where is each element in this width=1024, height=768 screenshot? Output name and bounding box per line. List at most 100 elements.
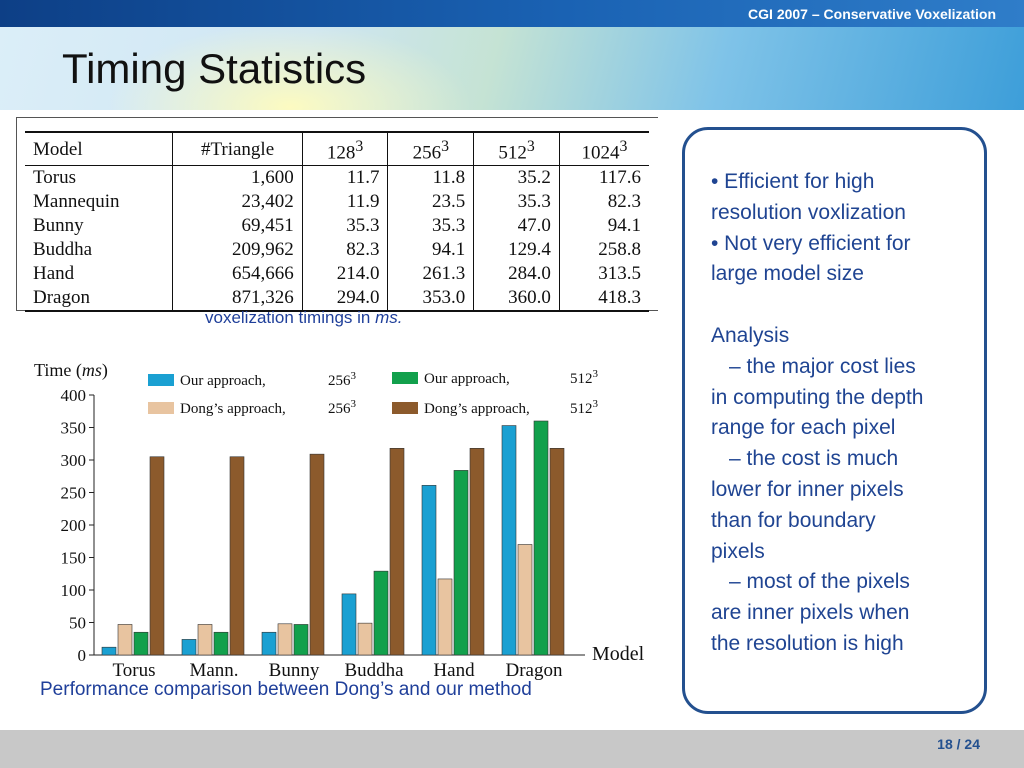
bar-dragon-0 — [501, 425, 517, 656]
table-caption: voxelization timings in ms. — [205, 308, 403, 327]
table-header-row: Model #Triangle 1283 2563 5123 10243 — [25, 131, 649, 167]
panel-line: – the cost is much — [729, 447, 899, 471]
bar-hand-2 — [453, 470, 469, 656]
table-row: Mannequin 23,402 11.9 23.5 35.3 82.3 — [25, 190, 649, 215]
panel-line: than for boundary — [711, 508, 876, 532]
bar-bunny-2 — [293, 624, 309, 656]
y-tick-label: 50 — [69, 614, 86, 633]
table-cell: 258.8 — [558, 238, 649, 263]
x-tick-label: Torus — [112, 660, 155, 681]
table-cell: 1,600 — [172, 165, 303, 191]
legend-label-1: Dong’s approach, — [180, 401, 286, 417]
table-row: Bunny 69,451 35.3 35.3 47.0 94.1 — [25, 214, 649, 239]
bar-hand-0 — [421, 485, 437, 656]
bar-torus-1 — [117, 624, 133, 656]
legend-swatch-2 — [392, 372, 418, 384]
table-cell: 129.4 — [473, 238, 560, 263]
table-cell: Hand — [33, 263, 75, 285]
bar-buddha-3 — [389, 448, 405, 656]
footer-bar: 18 / 24 — [0, 730, 1024, 768]
panel-gap — [711, 290, 981, 321]
y-tick-label: 250 — [61, 484, 87, 503]
panel-line: – most of the pixels — [729, 570, 910, 594]
legend-res-3: 5123 — [570, 398, 599, 417]
table-cell: Torus — [33, 167, 77, 189]
legend-swatch-1 — [148, 402, 174, 414]
panel-line: resolution voxlization — [711, 200, 906, 224]
bar-hand-1 — [437, 578, 453, 656]
bar-mann-0 — [181, 639, 197, 656]
table-cell: 35.3 — [301, 214, 388, 239]
y-tick-label: 150 — [61, 549, 87, 568]
panel-line: are inner pixels when — [711, 601, 910, 625]
analysis-text: • Efficient for high resolution voxlizati… — [711, 167, 981, 660]
panel-line: in computing the depth — [711, 385, 924, 409]
panel-line: • Not very efficient for — [711, 231, 911, 255]
table-cell: 35.3 — [387, 214, 474, 239]
timing-table: Model #Triangle 1283 2563 5123 10243 Tor… — [25, 131, 649, 313]
legend-label-0: Our approach, — [180, 373, 266, 389]
panel-line: range for each pixel — [711, 416, 896, 440]
table-cell: 11.7 — [301, 165, 388, 191]
page-number: 18 / 24 — [937, 736, 980, 752]
legend-label-3: Dong’s approach, — [424, 401, 530, 417]
panel-line: lower for inner pixels — [711, 477, 904, 501]
bar-dragon-1 — [517, 544, 533, 656]
legend-swatch-3 — [392, 402, 418, 414]
table-cell: 11.9 — [301, 190, 388, 215]
table-cell: 35.3 — [473, 190, 560, 215]
bar-buddha-2 — [373, 570, 389, 656]
col-header-256: 2563 — [387, 131, 474, 167]
legend-swatch-0 — [148, 374, 174, 386]
legend-label-2: Our approach, — [424, 371, 510, 387]
slide-title: Timing Statistics — [62, 45, 367, 92]
table-cell: 35.2 — [473, 165, 560, 191]
conference-label: CGI 2007 – Conservative Voxelization — [748, 6, 996, 22]
y-tick-label: 0 — [78, 646, 87, 665]
table-cell: 23.5 — [387, 190, 474, 215]
title-banner: Timing Statistics — [0, 27, 1024, 110]
table-row: Dragon 871,326 294.0 353.0 360.0 418.3 — [25, 286, 649, 313]
table-cell: 94.1 — [387, 238, 474, 263]
table-cell: 313.5 — [558, 262, 649, 287]
bar-bunny-0 — [261, 631, 277, 656]
panel-line: – the major cost lies — [729, 354, 916, 378]
table-cell: 214.0 — [301, 262, 388, 287]
col-header-512: 5123 — [473, 131, 560, 167]
table-cell: 294.0 — [301, 286, 388, 313]
chart-svg: Time (ms) 0 50 100 150 200 250 300 350 400 Torus Ma… — [34, 360, 645, 681]
legend-res-0: 2563 — [328, 370, 357, 389]
panel-line: • Efficient for high — [711, 170, 875, 193]
bar-bunny-1 — [277, 623, 293, 656]
bar-buddha-1 — [357, 622, 373, 656]
col-header-128: 1283 — [301, 131, 388, 167]
panel-line: pixels — [711, 539, 765, 563]
table-cell: Buddha — [33, 239, 93, 261]
y-tick-label: 100 — [61, 581, 87, 600]
bar-dragon-2 — [533, 420, 549, 656]
bar-torus-0 — [101, 646, 117, 656]
bar-hand-3 — [469, 448, 485, 656]
col-header-1024: 10243 — [558, 131, 649, 167]
bar-torus-3 — [149, 456, 165, 656]
panel-line: Analysis — [711, 323, 790, 347]
table-cell: 654,666 — [172, 262, 303, 287]
legend-res-1: 2563 — [328, 398, 357, 417]
x-tick-label: Bunny — [269, 660, 320, 681]
table-cell: 23,402 — [172, 190, 303, 215]
table-cell: 209,962 — [172, 238, 303, 263]
table-cell: 353.0 — [387, 286, 474, 313]
x-tick-label: Dragon — [506, 660, 563, 681]
chart-caption: Performance comparison between Dong’s an… — [40, 679, 532, 700]
table-cell: Mannequin — [33, 191, 120, 213]
bar-bunny-3 — [309, 453, 325, 656]
y-tick-label: 400 — [61, 386, 87, 405]
table-cell: 82.3 — [558, 190, 649, 215]
table-cell: 82.3 — [301, 238, 388, 263]
table-cell: 69,451 — [172, 214, 303, 239]
panel-line: large model size — [711, 262, 864, 286]
table-row: Buddha 209,962 82.3 94.1 129.4 258.8 — [25, 238, 649, 263]
table-cell: 360.0 — [473, 286, 560, 313]
analysis-panel: • Efficient for high resolution voxlizati… — [682, 127, 987, 714]
bar-torus-2 — [133, 631, 149, 656]
